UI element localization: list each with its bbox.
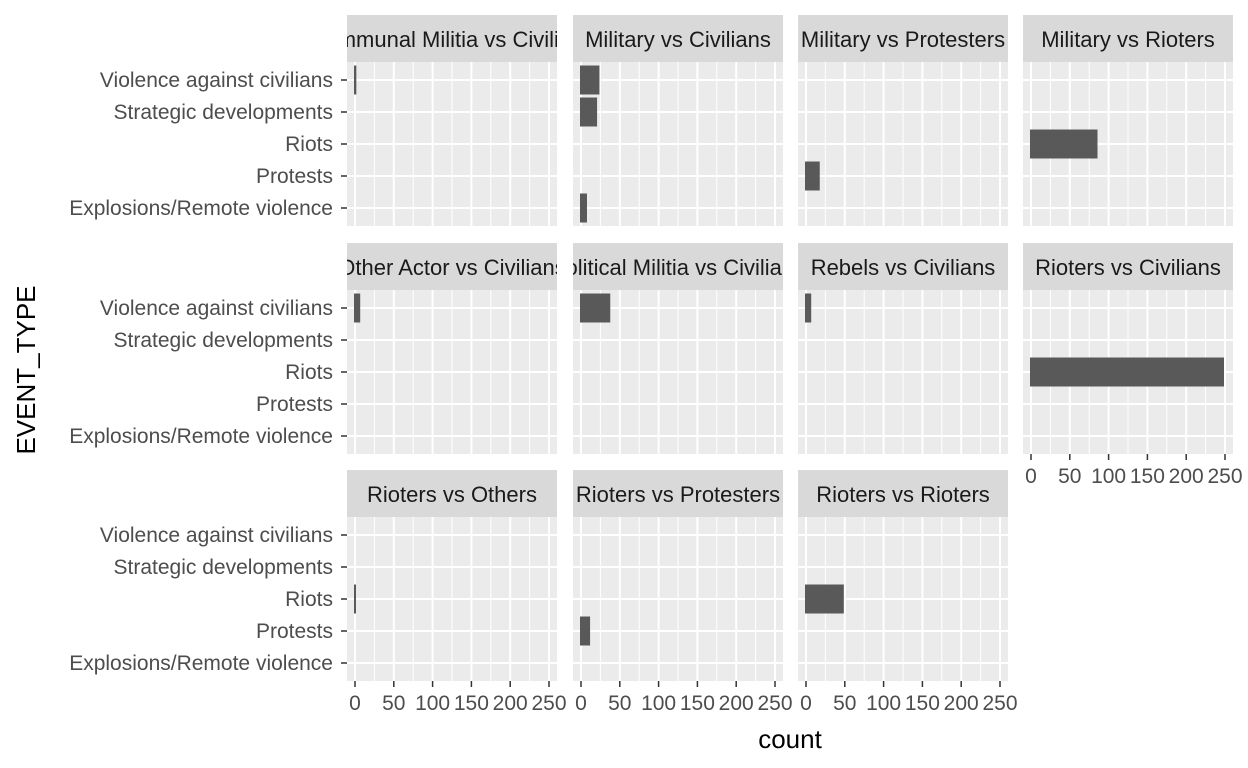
bar xyxy=(580,193,587,223)
facet-strip-label: Rioters vs Others xyxy=(367,482,537,507)
facet-strip xyxy=(798,470,1008,517)
x-tick-label: 250 xyxy=(1207,465,1242,488)
facet-panel: Rioters vs Rioters 0 50 100 150 200 250 xyxy=(798,470,1018,715)
x-tick-label: 150 xyxy=(1130,465,1165,488)
bar xyxy=(805,161,820,191)
facet-panel: Rioters vs Protesters 0 50 100 150 200 250 xyxy=(573,470,793,715)
y-tick-label: Riots xyxy=(285,588,333,611)
x-tick-label: 50 xyxy=(382,692,405,715)
x-tick-label: 200 xyxy=(719,692,754,715)
x-tick-label: 0 xyxy=(800,692,812,715)
bar xyxy=(1030,357,1224,387)
y-tick-label: Protests xyxy=(256,393,333,416)
facet-panel: Military vs Rioters xyxy=(1023,15,1233,226)
x-axis-title: count xyxy=(758,724,822,754)
bar xyxy=(805,584,844,614)
x-tick-label: 150 xyxy=(905,692,940,715)
facet-strip xyxy=(347,470,557,517)
x-tick-label: 100 xyxy=(1091,465,1126,488)
bar xyxy=(580,97,598,127)
x-tick-label: 50 xyxy=(608,692,631,715)
facet-strip-label: Military vs Rioters xyxy=(1041,27,1215,52)
facet-strip-label: Political Militia vs Civilians xyxy=(551,255,805,280)
y-tick-label: Explosions/Remote violence xyxy=(69,197,333,220)
facet-panel: Political Militia vs Civilians xyxy=(551,243,805,454)
facet-strip xyxy=(347,243,557,290)
bar xyxy=(354,584,356,614)
facet-strip xyxy=(573,15,783,62)
facet-strip-label: Rioters vs Rioters xyxy=(816,482,990,507)
facet-panel: Military vs Protesters xyxy=(798,15,1008,226)
y-axis-title: EVENT_TYPE xyxy=(11,285,41,454)
y-tick-label: Explosions/Remote violence xyxy=(69,652,333,675)
x-tick-label: 250 xyxy=(982,692,1017,715)
facet-strip-label: Rioters vs Protesters xyxy=(576,482,780,507)
bar xyxy=(354,293,361,323)
y-tick-label: Explosions/Remote violence xyxy=(69,425,333,448)
facet-strip-label: Rioters vs Civilians xyxy=(1035,255,1221,280)
x-tick-label: 100 xyxy=(866,692,901,715)
facet-panel: Communal Militia vs Civilians Violence ag… xyxy=(69,15,595,226)
facet-panel: Rioters vs Others Violence against civili… xyxy=(69,470,567,715)
facet-strip-label: Military vs Protesters xyxy=(801,27,1005,52)
x-tick-label: 100 xyxy=(641,692,676,715)
facet-strip xyxy=(798,15,1008,62)
x-tick-label: 150 xyxy=(454,692,489,715)
facet-strip xyxy=(1023,243,1233,290)
y-tick-label: Riots xyxy=(285,133,333,156)
bar xyxy=(1030,129,1098,159)
y-tick-label: Strategic developments xyxy=(114,556,333,579)
x-tick-label: 0 xyxy=(1025,465,1037,488)
y-tick-label: Violence against civilians xyxy=(100,524,333,547)
y-tick-label: Strategic developments xyxy=(114,101,333,124)
y-tick-label: Riots xyxy=(285,361,333,384)
x-tick-label: 0 xyxy=(575,692,587,715)
x-tick-label: 150 xyxy=(680,692,715,715)
facet-strip-label: Other Actor vs Civilians xyxy=(338,255,565,280)
y-tick-label: Violence against civilians xyxy=(100,69,333,92)
facet-panel: Rebels vs Civilians xyxy=(798,243,1008,454)
facet-strip-label: Communal Militia vs Civilians xyxy=(310,27,595,52)
y-tick-label: Protests xyxy=(256,165,333,188)
x-tick-label: 100 xyxy=(415,692,450,715)
x-tick-label: 250 xyxy=(531,692,566,715)
facet-panel: Military vs Civilians xyxy=(573,15,783,226)
x-tick-label: 50 xyxy=(833,692,856,715)
x-tick-label: 0 xyxy=(349,692,361,715)
facet-strip-label: Rebels vs Civilians xyxy=(811,255,996,280)
bar xyxy=(805,293,812,323)
facet-panel: Rioters vs Civilians 0 50 100 150 200 250 xyxy=(1023,243,1243,488)
x-tick-label: 250 xyxy=(757,692,792,715)
x-tick-label: 200 xyxy=(1169,465,1204,488)
facet-strip-label: Military vs Civilians xyxy=(585,27,771,52)
facet-strip xyxy=(573,470,783,517)
y-tick-label: Violence against civilians xyxy=(100,297,333,320)
bar xyxy=(580,65,600,95)
y-tick-label: Protests xyxy=(256,620,333,643)
facet-strip xyxy=(573,243,783,290)
bar xyxy=(580,616,591,646)
facet-strip xyxy=(1023,15,1233,62)
y-tick-label: Strategic developments xyxy=(114,329,333,352)
bar xyxy=(580,293,611,323)
x-tick-label: 200 xyxy=(944,692,979,715)
facet-strip xyxy=(347,15,557,62)
bar xyxy=(354,65,357,95)
facet-strip xyxy=(798,243,1008,290)
x-tick-label: 200 xyxy=(493,692,528,715)
x-tick-label: 50 xyxy=(1058,465,1081,488)
